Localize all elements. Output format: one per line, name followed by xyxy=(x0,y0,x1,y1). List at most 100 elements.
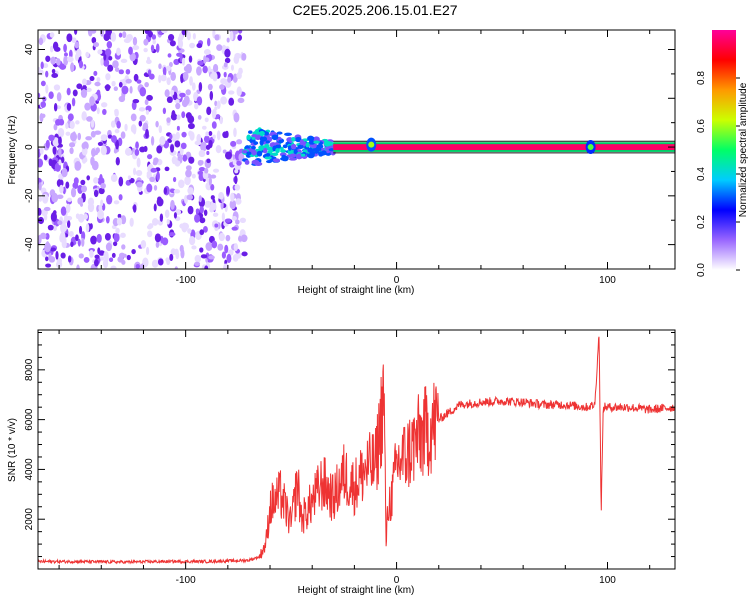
spectrogram-cell xyxy=(254,161,263,167)
spectrogram-cell xyxy=(218,191,224,200)
spectrogram-cell xyxy=(234,164,242,170)
spectrogram-cell xyxy=(232,159,237,166)
spectrogram-cell xyxy=(83,213,89,220)
spectrogram-cell xyxy=(52,210,57,215)
spectrogram-cell xyxy=(169,253,174,262)
spectrogram-cell xyxy=(178,32,184,41)
spectrogram-cell xyxy=(151,34,157,40)
spectrogram-cell xyxy=(93,41,100,48)
spectrogram-cell xyxy=(93,189,99,198)
spectrogram-cell xyxy=(63,43,67,53)
spectrogram-cell xyxy=(236,160,242,166)
spectrogram-cell xyxy=(194,213,201,223)
spectrogram-cell xyxy=(113,200,120,205)
spectrogram-cell xyxy=(100,145,107,156)
spectrogram-cell xyxy=(188,235,196,246)
y-tick-label: 8000 xyxy=(24,358,35,381)
spectrogram-cell xyxy=(182,71,189,81)
spectrogram-cell xyxy=(219,84,225,90)
spectrogram-cell xyxy=(170,248,177,256)
spectrogram-cell xyxy=(38,66,41,75)
spectrogram-cell xyxy=(123,38,131,44)
spectrogram-cell xyxy=(216,100,221,110)
spectrogram-cell xyxy=(194,261,201,266)
spectrogram-cell xyxy=(236,139,243,145)
spectrogram-cell xyxy=(60,223,64,233)
spectrogram-cell xyxy=(180,73,184,84)
spectrogram-cell xyxy=(60,156,65,164)
spectrogram-cell xyxy=(132,36,138,46)
spectrogram-cell xyxy=(108,55,113,61)
spectrogram-cell xyxy=(83,157,88,163)
spectrogram-cell xyxy=(45,263,52,268)
spectrogram-cell xyxy=(96,107,100,115)
spectrogram-cell xyxy=(200,160,204,165)
spectrogram-cell xyxy=(51,72,59,79)
spectrogram-cell xyxy=(196,133,202,144)
spectrogram-cell xyxy=(199,217,206,224)
spectrogram-cell xyxy=(69,120,75,130)
spectrogram-cell xyxy=(59,184,64,194)
spectrogram-cell xyxy=(223,62,228,68)
spectrogram-frame xyxy=(37,29,676,270)
spectrogram-cell xyxy=(300,153,306,157)
spectrogram-cell xyxy=(100,134,108,141)
spectrogram-cell xyxy=(175,102,181,110)
spectrogram-cell xyxy=(185,165,192,171)
spectrogram-cell xyxy=(159,135,166,146)
spectrogram-cell xyxy=(102,108,107,115)
spectrogram-cell xyxy=(202,65,208,74)
spectrogram-cell xyxy=(105,252,109,263)
spectrogram-cell xyxy=(166,77,171,86)
spectrogram-cell xyxy=(284,132,292,137)
colorbar-ticks: 0.0 0.2 0.4 0.6 0.8 xyxy=(696,71,740,277)
spectrogram-cell xyxy=(68,230,74,237)
spectrogram-cell xyxy=(182,222,190,230)
spectrogram-cell xyxy=(70,132,78,142)
spectrogram-cell xyxy=(157,258,164,266)
spectrogram-cell xyxy=(38,92,41,99)
spectrogram-cell xyxy=(326,145,335,149)
spectrogram-cell xyxy=(174,98,180,104)
y-tick-label: 40 xyxy=(24,44,35,56)
spectrogram-cell xyxy=(144,30,150,35)
spectrogram-cell xyxy=(121,85,129,95)
spectrogram-cell xyxy=(90,235,97,245)
spectrogram-cell xyxy=(139,146,146,153)
spectrogram-cell xyxy=(215,145,222,154)
spectrogram-cell xyxy=(230,192,235,202)
spectrogram-cell xyxy=(114,109,119,117)
spectrogram-cell xyxy=(75,120,80,125)
spectrogram-cell xyxy=(156,145,163,154)
spectrogram-cell xyxy=(191,82,196,91)
spectrogram-cell xyxy=(118,32,123,38)
spectrogram-cell xyxy=(198,82,203,92)
spectrogram-cell xyxy=(39,113,44,123)
spectrogram-cell xyxy=(89,96,95,106)
spectrogram-cell xyxy=(105,48,112,57)
spectrogram-cell xyxy=(94,258,99,267)
spectrogram-cell xyxy=(226,253,232,263)
spectrogram-cell xyxy=(313,136,320,143)
spectrogram-cell xyxy=(118,81,123,88)
spectrogram-cell xyxy=(187,205,194,215)
spectrogram-cell xyxy=(105,30,109,36)
spectrogram-cell xyxy=(264,156,272,160)
spectrogram-cell xyxy=(223,71,227,78)
spectrogram-cell xyxy=(129,177,135,184)
spectrogram-cell xyxy=(114,128,120,134)
spectrogram-cell xyxy=(51,192,59,203)
spectrogram-cell xyxy=(151,259,159,268)
spectrogram-cell xyxy=(48,91,54,99)
spectrogram-cell xyxy=(212,212,219,217)
spectrogram-cell xyxy=(85,223,90,233)
spectrogram-cell xyxy=(278,139,284,143)
x-tick-label: 0 xyxy=(394,575,400,586)
spectrogram-cell xyxy=(143,47,148,53)
spectrogram-cell xyxy=(175,251,180,260)
colorbar-tick-label: 0.0 xyxy=(696,263,707,277)
spectrogram-cell xyxy=(67,113,74,121)
y-tick-label: 0 xyxy=(24,144,35,150)
colorbar-label: Normalized spectral amplitude xyxy=(738,82,749,217)
spectrogram-cell xyxy=(164,209,170,218)
